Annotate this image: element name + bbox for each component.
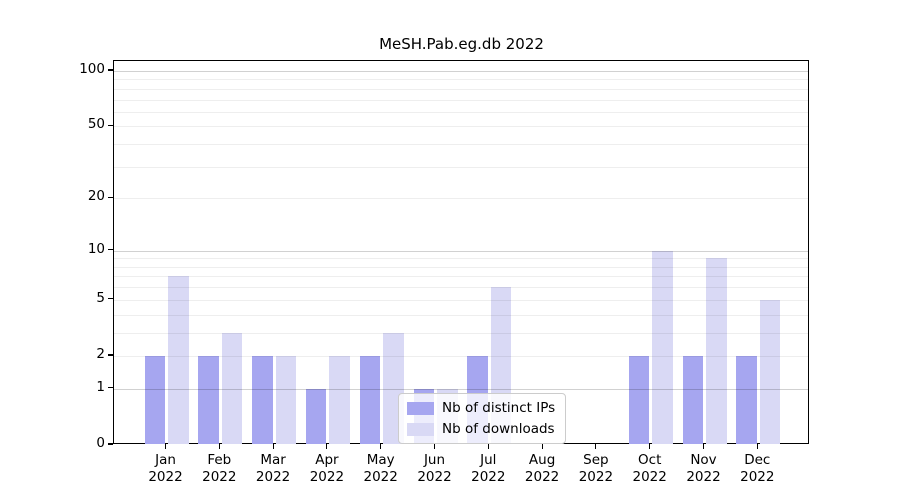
legend-swatch-downloads [407,422,434,436]
y-tick-mark [108,249,113,251]
gridline-minor [114,266,808,268]
legend: Nb of distinct IPs Nb of downloads [398,393,567,444]
y-tick-label: 0 [96,435,105,451]
gridline-minor [114,198,808,200]
y-tick-label: 1 [96,378,105,395]
gridline-minor [114,144,808,146]
gridline-minor [114,299,808,301]
gridline-minor [114,314,808,316]
bar-downloads-oct [652,250,673,444]
x-tick-mark [541,444,543,449]
bar-downloads-mar [275,355,297,444]
bar-ips-feb [198,355,219,444]
x-tick-label: May 2022 [363,452,398,485]
x-tick-label: Jun 2022 [417,452,452,485]
y-tick-label: 2 [96,345,105,362]
y-tick-mark [108,387,113,389]
x-tick-mark [326,444,328,449]
chart-title: MeSH.Pab.eg.db 2022 [379,35,544,53]
y-tick-mark [108,69,113,71]
y-tick-label: 50 [87,116,105,133]
gridline-major [114,388,808,390]
gridline-major [114,250,808,252]
legend-label-ips: Nb of distinct IPs [442,400,556,416]
bar-ips-jan [144,355,165,444]
gridline-minor [114,332,808,334]
legend-label-downloads: Nb of downloads [442,421,555,437]
bar-ips-may [359,355,381,444]
bar-downloads-apr [329,355,350,444]
x-tick-label: Oct 2022 [632,452,667,485]
gridline-minor [114,88,808,90]
gridline-major [114,71,808,72]
bar-ips-apr [305,388,327,444]
x-tick-label: Sep 2022 [578,452,614,485]
bar-ips-dec [736,355,757,444]
gridline-minor [114,276,808,278]
bar-downloads-nov [706,258,727,444]
gridline-minor [114,355,808,357]
x-tick-label: Jan 2022 [148,452,183,485]
plot-area [113,60,809,444]
x-tick-label: Dec 2022 [740,452,775,485]
legend-item-downloads: Nb of downloads [407,421,555,437]
x-tick-label: Nov 2022 [686,452,721,485]
x-tick-label: Jul 2022 [471,452,506,485]
x-tick-mark [218,444,220,449]
gridline-minor [114,111,808,113]
bar-ips-mar [252,355,273,444]
x-tick-mark [487,444,489,449]
y-tick-label: 100 [79,61,105,77]
legend-swatch-ips [407,401,434,415]
y-tick-label: 10 [87,240,105,257]
x-tick-mark [272,444,274,449]
bar-downloads-jan [168,276,189,444]
x-tick-label: Mar 2022 [255,452,291,485]
bar-ips-oct [628,355,650,444]
x-tick-mark [380,444,382,449]
gridline-minor [114,258,808,260]
x-tick-label: Feb 2022 [202,452,237,485]
x-tick-mark [433,444,436,449]
legend-item-distinct-ips: Nb of distinct IPs [407,400,555,416]
y-tick-mark [108,443,113,445]
y-tick-label: 20 [87,188,105,205]
x-tick-mark [164,444,167,449]
x-tick-label: Apr 2022 [309,452,345,485]
gridline-minor [114,166,808,168]
bar-downloads-dec [759,299,781,444]
gridline-minor [114,79,808,81]
y-tick-mark [108,196,113,198]
x-tick-mark [595,444,597,449]
x-tick-mark [756,444,758,449]
y-tick-label: 5 [96,289,105,306]
x-tick-mark [702,444,705,449]
y-tick-mark [108,124,113,126]
x-tick-label: Aug 2022 [524,452,560,485]
y-tick-mark [108,354,113,356]
gridline-minor [114,287,808,289]
x-tick-mark [649,444,651,449]
gridline-minor [114,126,808,128]
gridline-minor [114,99,808,101]
y-tick-mark [108,298,113,300]
bar-downloads-feb [221,332,243,444]
bar-ips-nov [682,355,703,444]
